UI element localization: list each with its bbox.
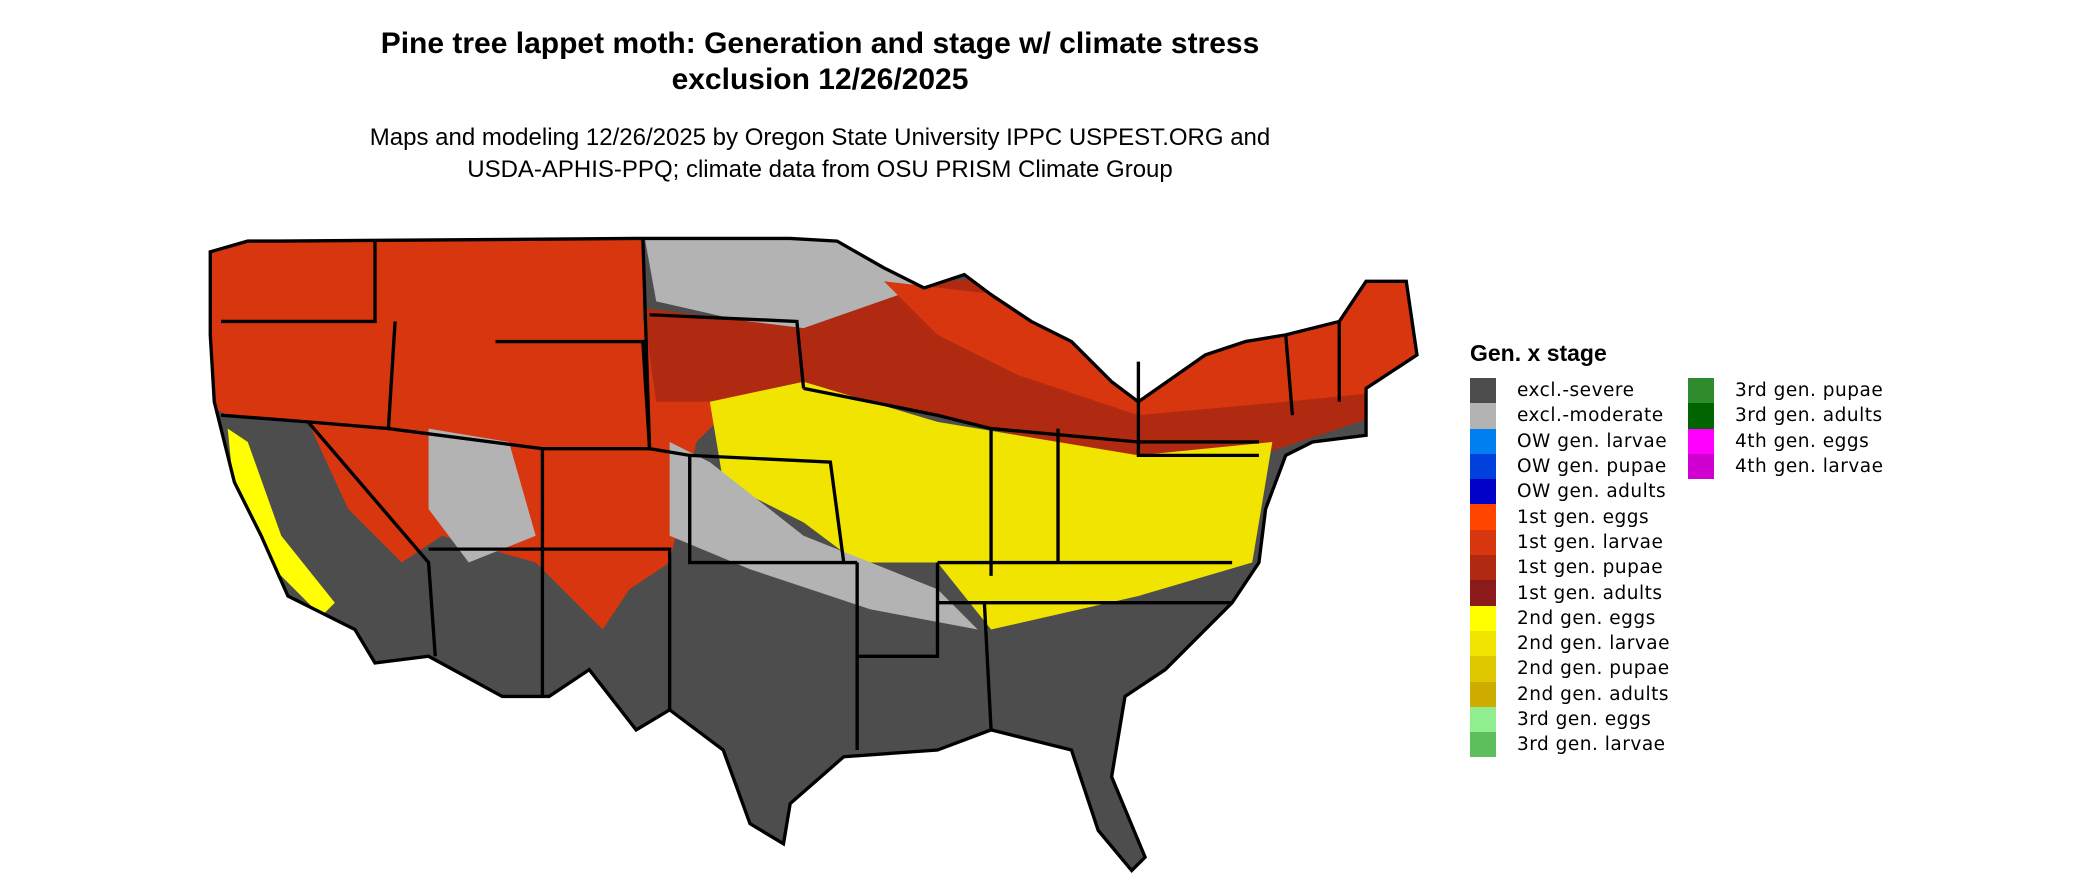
legend-swatch <box>1470 378 1496 404</box>
legend-column-2: 3rd gen. pupae 3rd gen. adults 4th gen. eg… <box>1688 378 1906 757</box>
legend-swatch <box>1470 555 1496 581</box>
legend-swatch <box>1470 529 1496 556</box>
legend-label: excl.-severe <box>1517 380 1635 402</box>
legend-label: OW gen. adults <box>1517 481 1667 503</box>
legend-item: 3rd gen. pupae <box>1688 378 1906 404</box>
legend-item: 4th gen. larvae <box>1688 453 1906 480</box>
map-subtitle: Maps and modeling 12/26/2025 by Oregon S… <box>0 122 1640 186</box>
legend-item: excl.-moderate <box>1470 403 1688 429</box>
legend-item: OW gen. pupae <box>1470 453 1688 480</box>
legend-swatch <box>1470 656 1496 682</box>
legend-swatch <box>1688 403 1714 429</box>
legend-label: 1st gen. larvae <box>1517 531 1664 553</box>
subtitle-line-2: USDA-APHIS-PPQ; climate data from OSU PR… <box>467 156 1173 183</box>
legend-label: 4th gen. larvae <box>1735 456 1884 478</box>
legend-item: excl.-severe <box>1470 378 1688 404</box>
legend-swatch <box>1688 428 1714 454</box>
legend-swatch <box>1688 453 1714 480</box>
legend-label: 3rd gen. pupae <box>1735 380 1884 402</box>
title-line-1: Pine tree lappet moth: Generation and st… <box>380 27 1260 60</box>
legend-label: 1st gen. eggs <box>1517 506 1650 528</box>
legend-item: 1st gen. pupae <box>1470 555 1688 581</box>
legend-swatch <box>1470 479 1496 505</box>
excl-moderate-region-west <box>428 428 536 563</box>
legend-swatch <box>1470 428 1496 454</box>
state-boundaries <box>208 236 1419 873</box>
legend-item: 4th gen. eggs <box>1688 428 1906 454</box>
legend-label: OW gen. larvae <box>1517 430 1668 452</box>
legend-swatch <box>1470 681 1496 707</box>
second-gen-eggs-region-coast <box>227 428 335 617</box>
legend-item: 2nd gen. pupae <box>1470 656 1688 682</box>
legend-swatch <box>1470 630 1496 657</box>
legend-swatch <box>1470 732 1496 758</box>
legend-item: OW gen. larvae <box>1470 428 1688 454</box>
legend-label: OW gen. pupae <box>1517 456 1667 478</box>
legend-label: 4th gen. eggs <box>1735 430 1870 452</box>
legend-label: 2nd gen. adults <box>1517 683 1670 705</box>
subtitle-line-1: Maps and modeling 12/26/2025 by Oregon S… <box>369 124 1271 151</box>
legend-swatch <box>1688 378 1714 404</box>
legend-swatch <box>1470 605 1496 631</box>
legend-items: excl.-severe excl.-moderate OW gen. larvae… <box>1470 378 1906 758</box>
legend-label: 2nd gen. pupae <box>1517 658 1670 680</box>
legend-label: 1st gen. pupae <box>1517 557 1664 579</box>
legend-item: 1st gen. adults <box>1470 580 1688 606</box>
title-line-2: exclusion 12/26/2025 <box>671 63 969 96</box>
legend-title: Gen. x stage <box>1470 340 1607 366</box>
legend-label: excl.-moderate <box>1517 405 1664 427</box>
legend-item: 1st gen. larvae <box>1470 529 1688 556</box>
legend-swatch <box>1470 706 1496 733</box>
legend-item: 2nd gen. adults <box>1470 681 1688 707</box>
legend-label: 3rd gen. adults <box>1735 405 1883 427</box>
legend-swatch <box>1470 504 1496 530</box>
legend-label: 3rd gen. larvae <box>1517 734 1666 756</box>
legend-item: 3rd gen. eggs <box>1470 706 1688 733</box>
legend: Gen. x stage excl.-severe excl.-moderate O… <box>1470 340 1906 758</box>
legend-swatch <box>1470 453 1496 480</box>
legend-label: 3rd gen. eggs <box>1517 709 1652 730</box>
legend-label: 1st gen. adults <box>1517 582 1663 604</box>
legend-item: 3rd gen. larvae <box>1470 732 1688 758</box>
excl-moderate-region-central <box>669 441 978 630</box>
legend-item: 2nd gen. larvae <box>1470 630 1688 657</box>
legend-swatch <box>1470 580 1496 606</box>
legend-label: 2nd gen. eggs <box>1517 607 1656 629</box>
legend-swatch <box>1470 403 1496 429</box>
legend-item: OW gen. adults <box>1470 479 1688 505</box>
legend-label: 2nd gen. larvae <box>1517 633 1670 655</box>
legend-item: 3rd gen. adults <box>1688 403 1906 429</box>
legend-column-1: excl.-severe excl.-moderate OW gen. larvae… <box>1470 378 1688 758</box>
legend-item: 2nd gen. eggs <box>1470 605 1688 631</box>
legend-item: 1st gen. eggs <box>1470 504 1688 530</box>
map-title: Pine tree lappet moth: Generation and st… <box>0 26 1640 98</box>
